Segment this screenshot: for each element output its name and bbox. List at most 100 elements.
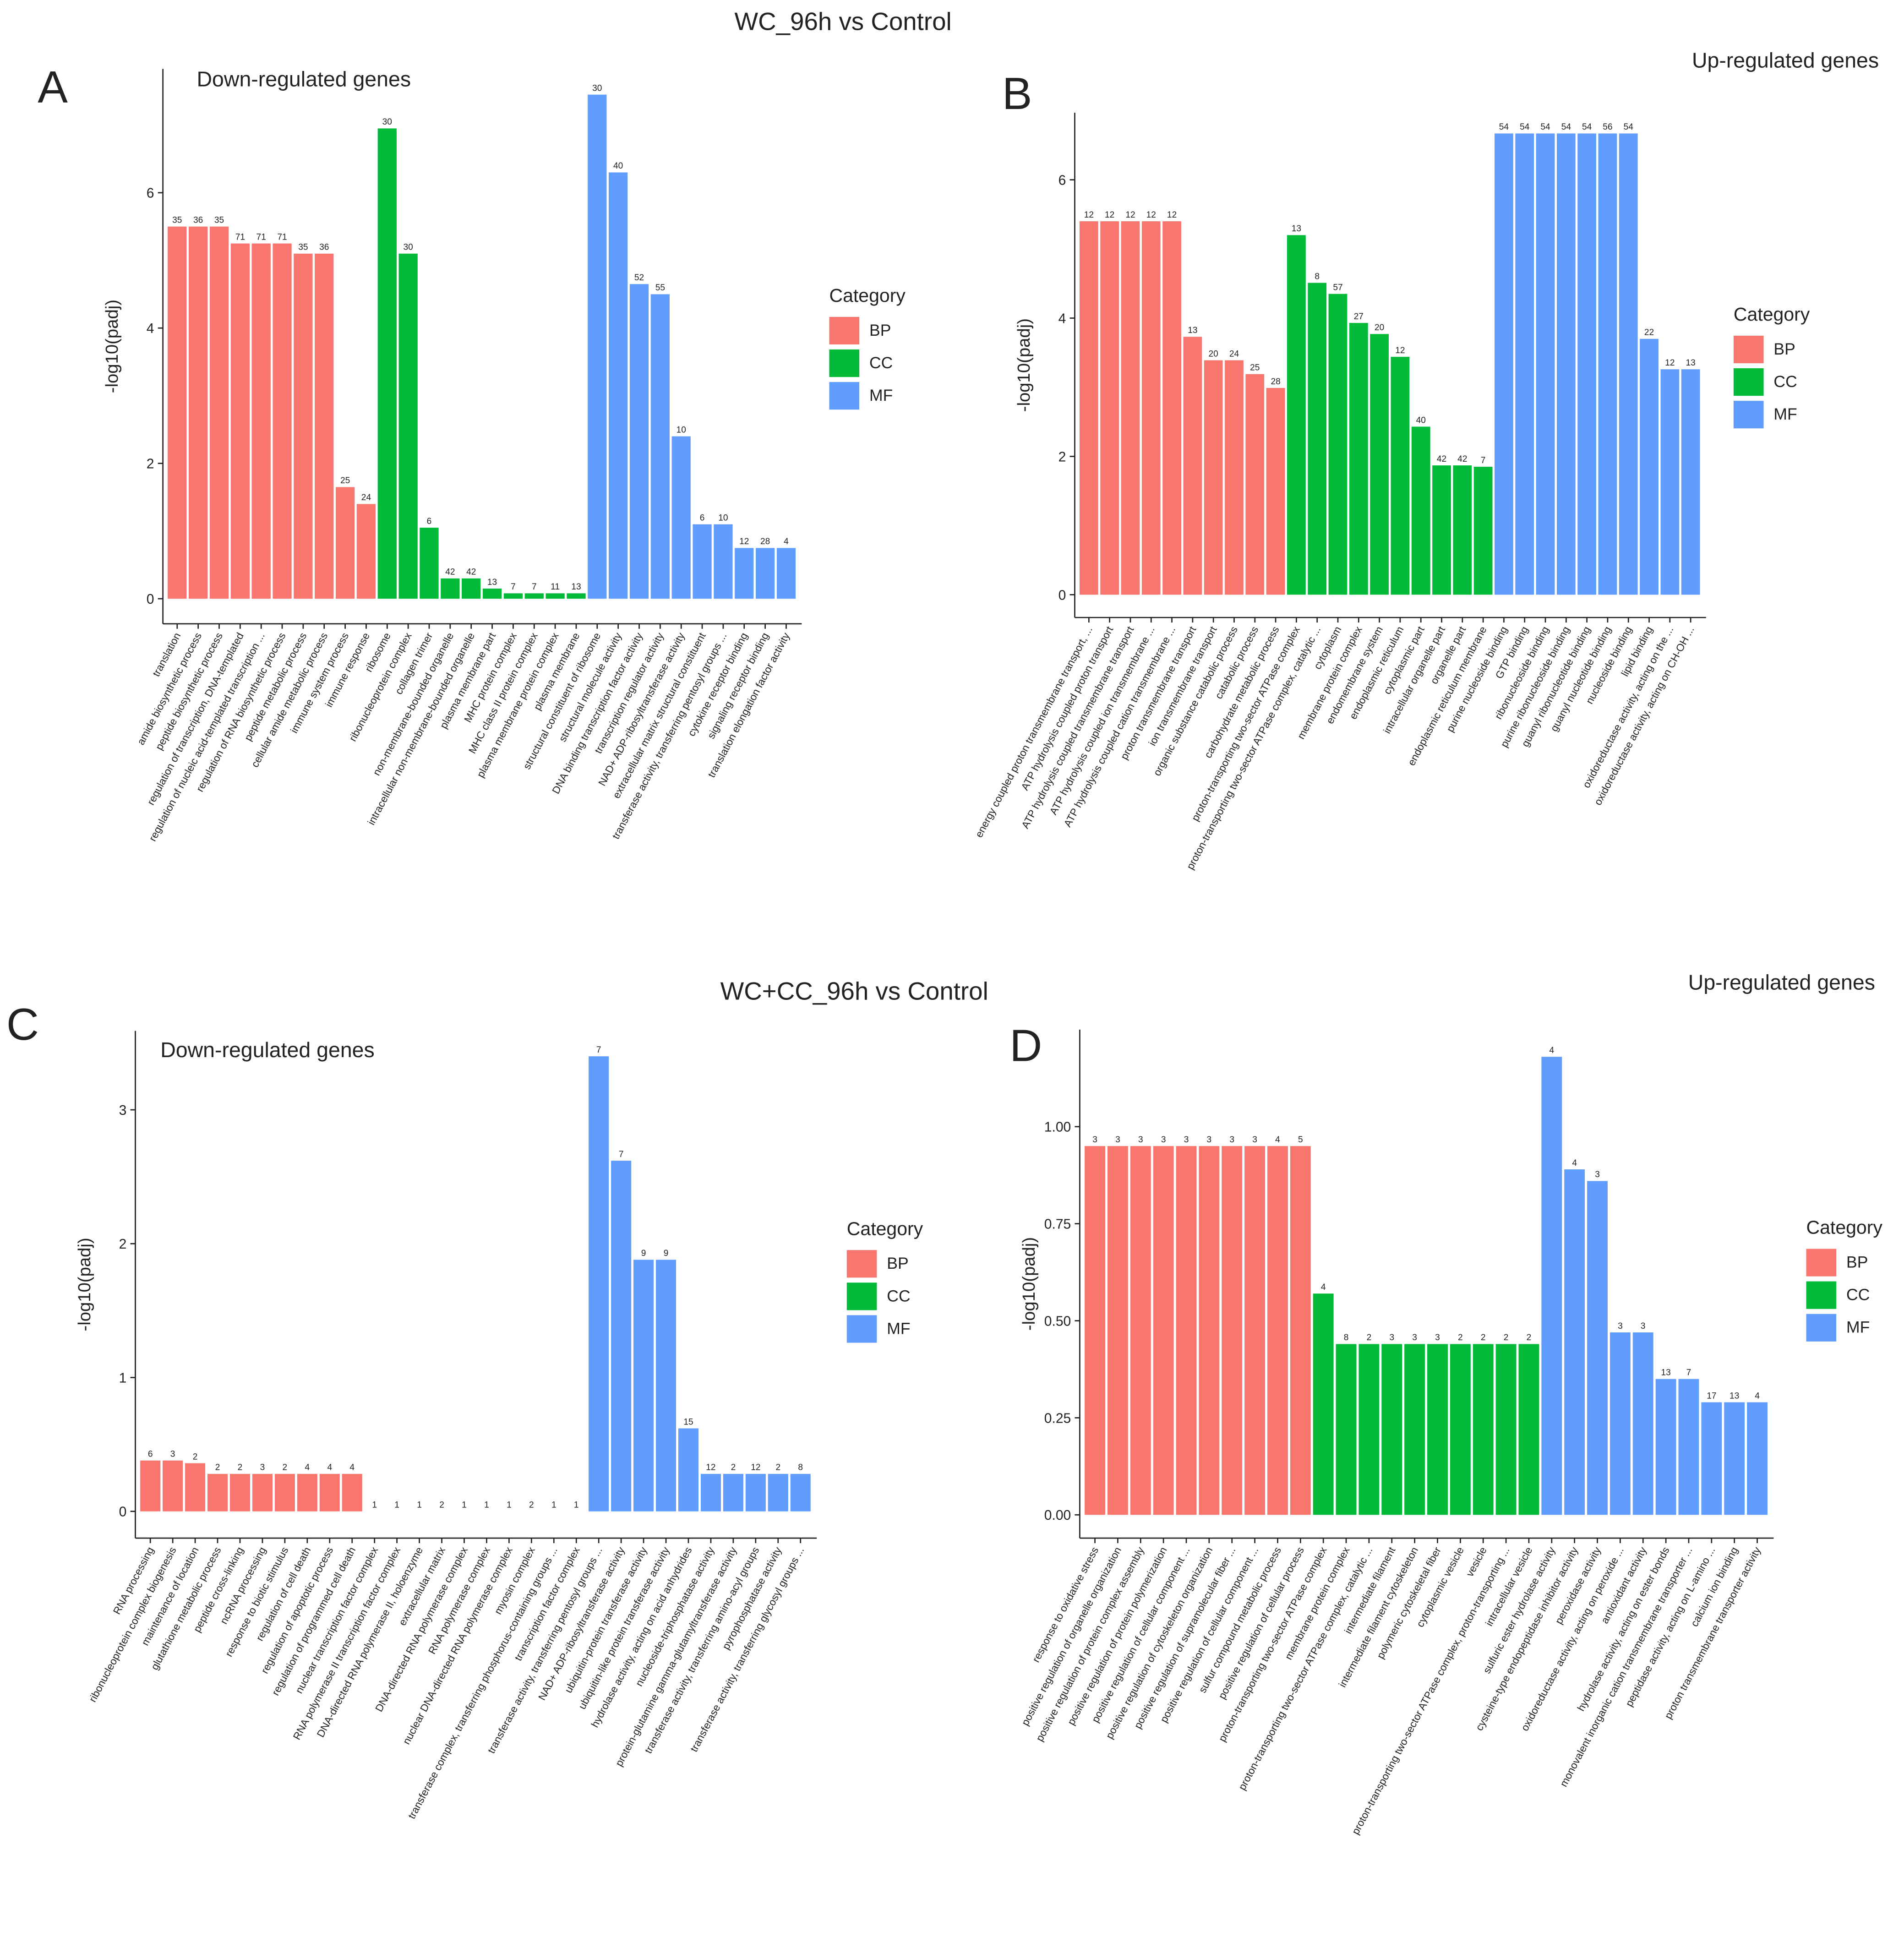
count-label: 52 (634, 273, 644, 283)
bar (1391, 357, 1410, 595)
legend-label: MF (1773, 405, 1797, 423)
count-label: 1 (507, 1501, 512, 1510)
bar (1313, 1293, 1334, 1515)
bar (1655, 1379, 1676, 1515)
count-label: 7 (532, 582, 537, 592)
count-label: 4 (327, 1463, 332, 1473)
y-axis-label: -log10(padj) (1019, 1237, 1039, 1331)
bar (1681, 369, 1700, 595)
bar (1495, 133, 1513, 595)
count-label: 1 (551, 1501, 556, 1510)
bar (1079, 221, 1098, 595)
legend-title: Category (847, 1218, 923, 1239)
bar (1121, 221, 1140, 595)
count-label: 13 (1292, 224, 1301, 234)
subtitle: Down-regulated genes (160, 1038, 375, 1062)
bar (1536, 133, 1555, 595)
legend-label: BP (1773, 340, 1795, 358)
count-label: 12 (1167, 210, 1177, 220)
legend-key (1733, 368, 1764, 396)
count-label: 4 (1275, 1135, 1280, 1145)
count-label: 56 (1603, 122, 1612, 132)
bar (1598, 133, 1617, 595)
count-label: 2 (215, 1463, 220, 1473)
bar (588, 94, 607, 599)
count-label: 2 (193, 1452, 198, 1462)
bar (503, 593, 523, 599)
bar (1358, 1344, 1380, 1515)
bar (1100, 221, 1119, 595)
count-label: 28 (1271, 377, 1280, 387)
count-label: 13 (1661, 1368, 1670, 1377)
count-label: 30 (382, 117, 392, 127)
bar (294, 253, 313, 599)
count-label: 54 (1561, 122, 1571, 132)
count-label: 4 (1755, 1391, 1760, 1401)
count-label: 3 (260, 1463, 265, 1473)
legend-label: BP (869, 321, 891, 339)
bar (1541, 1057, 1562, 1515)
bar (1678, 1379, 1699, 1515)
count-label: 3 (1115, 1135, 1120, 1145)
bar (524, 593, 544, 599)
count-label: 2 (1504, 1333, 1509, 1342)
count-label: 6 (427, 517, 432, 526)
count-label: 10 (676, 425, 686, 435)
count-label: 4 (1321, 1282, 1326, 1292)
bar (207, 1473, 228, 1512)
panel-letter: D (1009, 1020, 1042, 1070)
count-label: 54 (1499, 122, 1509, 132)
bar (1577, 133, 1597, 595)
bar (274, 1473, 295, 1512)
bar (693, 524, 712, 599)
count-label: 54 (1582, 122, 1592, 132)
count-label: 4 (349, 1463, 355, 1473)
count-label: 4 (1549, 1046, 1554, 1055)
legend-key (829, 316, 860, 345)
y-tick-label: 4 (1058, 311, 1066, 326)
bar (1701, 1402, 1722, 1515)
legend-title: Category (829, 285, 906, 306)
count-label: 9 (664, 1249, 669, 1258)
y-tick-label: 0.25 (1044, 1411, 1071, 1426)
bar (185, 1463, 206, 1512)
x-tick-label: oxidoreductase activity, acting on CH-OH… (1592, 624, 1697, 807)
count-label: 20 (1209, 349, 1218, 359)
count-label: 12 (1665, 358, 1675, 368)
count-label: 24 (361, 493, 371, 502)
legend-key (846, 1282, 877, 1310)
bar (1336, 1344, 1357, 1515)
y-tick-label: 0 (119, 1505, 127, 1520)
legend-key (829, 349, 860, 377)
count-label: 13 (487, 578, 497, 587)
count-label: 20 (1375, 323, 1384, 333)
count-label: 25 (1250, 363, 1260, 373)
legend-label: CC (887, 1287, 910, 1305)
count-label: 54 (1624, 122, 1634, 132)
count-label: 2 (529, 1501, 534, 1510)
count-label: 12 (751, 1463, 760, 1473)
count-label: 3 (1207, 1135, 1212, 1145)
count-label: 55 (655, 283, 665, 293)
bar (252, 1473, 273, 1512)
bar (1287, 235, 1306, 595)
bar (1564, 1169, 1585, 1515)
bar (1404, 1344, 1425, 1515)
y-tick-label: 0.00 (1044, 1508, 1071, 1523)
count-label: 71 (277, 232, 287, 242)
count-label: 40 (1416, 415, 1426, 425)
count-label: 12 (1146, 210, 1156, 220)
count-label: 7 (1686, 1368, 1691, 1377)
bar (609, 172, 628, 599)
bar (611, 1161, 632, 1512)
count-label: 30 (404, 243, 413, 252)
figure-title: WC+CC_96h vs Control (720, 977, 988, 1005)
count-label: 35 (298, 243, 308, 252)
bar (335, 487, 355, 599)
legend-label: CC (1846, 1286, 1870, 1304)
bar (1427, 1344, 1448, 1515)
bar (1515, 133, 1534, 595)
bar (1130, 1146, 1151, 1515)
bar (342, 1473, 362, 1512)
